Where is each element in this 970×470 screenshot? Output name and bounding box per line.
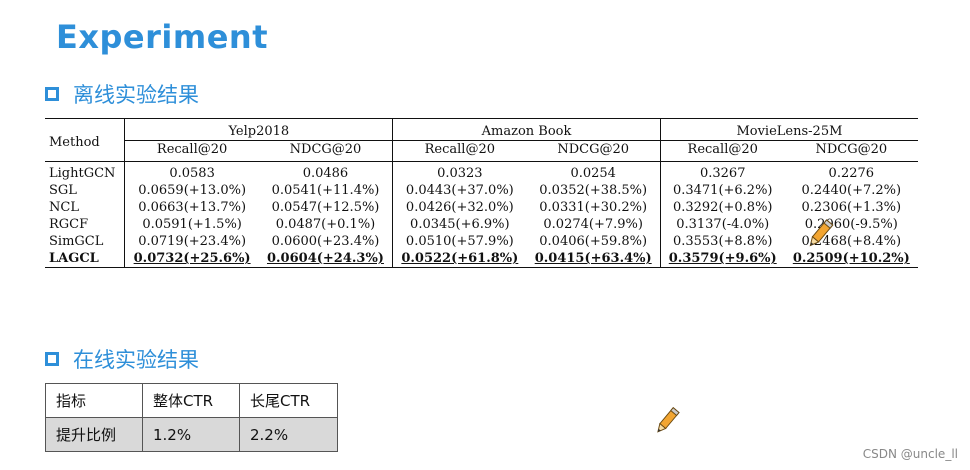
metric-value: 0.0547(+12.5%) xyxy=(271,200,380,215)
method-name: NCL xyxy=(49,200,79,215)
table-cell: 长尾CTR xyxy=(239,383,338,418)
metric-header: Recall@20 xyxy=(392,140,527,162)
metric-value: 0.0443(+37.0%) xyxy=(392,182,527,199)
metric-value: 0.0600(+23.4%) xyxy=(271,234,380,249)
metric-value: 0.0522(+61.8%) xyxy=(392,250,527,268)
metric-value: 0.2276 xyxy=(784,161,918,182)
table-row: RGCF 0.0591(+1.5%) 0.0487(+0.1%) 0.0345(… xyxy=(45,216,918,233)
online-results-table: 指标 整体CTR 长尾CTR 提升比例 1.2% 2.2% xyxy=(45,383,338,452)
metric-value: 0.0487(+0.1%) xyxy=(275,217,376,232)
metric-value: 0.3471(+6.2%) xyxy=(659,182,785,199)
metric-header: NDCG@20 xyxy=(815,142,888,157)
metric-header: Recall@20 xyxy=(124,140,259,162)
metric-value: 0.0352(+38.5%) xyxy=(539,183,648,198)
pencil-icon xyxy=(809,219,834,247)
offline-heading-label: 离线实验结果 xyxy=(73,83,199,107)
metric-value: 0.0510(+57.9%) xyxy=(392,233,527,250)
method-name: LAGCL xyxy=(45,250,125,268)
table-row: 提升比例 1.2% 2.2% xyxy=(45,417,338,452)
table-row: SimGCL 0.0719(+23.4%) 0.0600(+23.4%) 0.0… xyxy=(45,233,918,250)
metric-value: 0.0583 xyxy=(124,161,259,182)
dataset-header: MovieLens-25M xyxy=(659,118,918,141)
offline-results-heading: 离线实验结果 xyxy=(45,79,199,109)
metric-value: 0.3579(+9.6%) xyxy=(659,250,785,268)
dataset-header: Amazon Book xyxy=(392,118,661,141)
table-cell: 整体CTR xyxy=(142,383,240,418)
metric-value: 0.3137(-4.0%) xyxy=(659,216,785,233)
metric-value: 0.0663(+13.7%) xyxy=(124,199,259,216)
metric-header: Recall@20 xyxy=(659,140,785,162)
method-name: LightGCN xyxy=(45,161,125,182)
table-cell: 指标 xyxy=(45,383,143,418)
metric-value: 0.0274(+7.9%) xyxy=(543,217,643,232)
table-row: 指标 整体CTR 长尾CTR xyxy=(45,383,338,418)
method-name: SGL xyxy=(49,183,77,198)
pencil-icon xyxy=(657,407,680,433)
dataset-header: Yelp2018 xyxy=(124,118,393,141)
metric-value: 0.0426(+32.0%) xyxy=(392,199,527,216)
metric-value: 0.0254 xyxy=(526,161,661,182)
metric-value: 0.0541(+11.4%) xyxy=(271,183,380,198)
square-bullet-icon xyxy=(45,87,59,101)
online-results-heading: 在线实验结果 xyxy=(45,344,199,374)
metric-value: 0.0659(+13.0%) xyxy=(124,182,259,199)
metric-value: 0.0323 xyxy=(392,161,527,182)
metric-header: NDCG@20 xyxy=(557,142,630,157)
table-row-best: LAGCL 0.0732(+25.6%) 0.0604(+24.3%) 0.05… xyxy=(45,250,918,268)
metric-value: 0.0406(+59.8%) xyxy=(539,234,648,249)
offline-results-table: Method Yelp2018 Amazon Book MovieLens-25… xyxy=(45,118,918,268)
method-name: SimGCL xyxy=(49,234,104,249)
metric-value: 0.2306(+1.3%) xyxy=(801,200,902,215)
metric-value: 0.2509(+10.2%) xyxy=(784,250,918,268)
table-row: NCL 0.0663(+13.7%) 0.0547(+12.5%) 0.0426… xyxy=(45,199,918,216)
table-row: SGL 0.0659(+13.0%) 0.0541(+11.4%) 0.0443… xyxy=(45,182,918,199)
metric-header: NDCG@20 xyxy=(289,142,362,157)
table-cell: 1.2% xyxy=(142,417,240,452)
method-name: RGCF xyxy=(49,217,89,232)
square-bullet-icon xyxy=(45,352,59,366)
metric-value: 0.3553(+8.8%) xyxy=(659,233,785,250)
metric-value: 0.0486 xyxy=(258,161,393,182)
metric-value: 0.0719(+23.4%) xyxy=(124,233,259,250)
metric-value: 0.3267 xyxy=(659,161,785,182)
metric-value: 0.0732(+25.6%) xyxy=(124,250,259,268)
metric-value: 0.0345(+6.9%) xyxy=(392,216,527,233)
online-heading-label: 在线实验结果 xyxy=(73,348,199,372)
metric-value: 0.0591(+1.5%) xyxy=(124,216,259,233)
method-header: Method xyxy=(45,118,125,162)
metric-value: 0.2468(+8.4%) xyxy=(801,234,902,249)
metric-value: 0.0604(+24.3%) xyxy=(258,250,393,268)
page-title: Experiment xyxy=(56,18,268,56)
metric-value: 0.0415(+63.4%) xyxy=(526,250,661,268)
table-row: LightGCN 0.0583 0.0486 0.0323 0.0254 0.3… xyxy=(45,161,918,182)
metric-value: 0.3292(+0.8%) xyxy=(659,199,785,216)
watermark: CSDN @uncle_ll xyxy=(862,447,958,461)
table-cell: 提升比例 xyxy=(45,417,143,452)
metric-value: 0.2440(+7.2%) xyxy=(801,183,902,198)
metric-value: 0.0331(+30.2%) xyxy=(539,200,648,215)
table-cell: 2.2% xyxy=(239,417,338,452)
